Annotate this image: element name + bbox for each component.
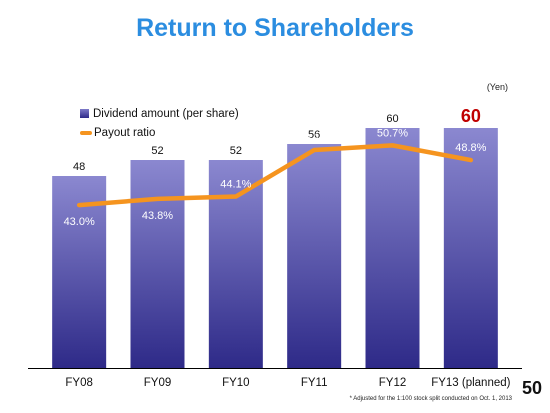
x-tick-label: FY10 bbox=[222, 377, 250, 389]
payout-ratio-label: 50.7% bbox=[377, 127, 408, 139]
footnote: * Adjusted for the 1:100 stock split con… bbox=[349, 396, 512, 402]
bar-fy13-planned- bbox=[443, 128, 498, 368]
bar-fy09 bbox=[130, 160, 185, 368]
legend-label-dividend: Dividend amount (per share) bbox=[93, 107, 239, 120]
bar-fy11 bbox=[287, 144, 342, 368]
legend-label-payout: Payout ratio bbox=[94, 126, 156, 139]
payout-ratio-label: 43.8% bbox=[142, 210, 173, 222]
bar-value-label: 60 bbox=[461, 106, 481, 126]
bar-value-label: 56 bbox=[308, 129, 320, 141]
x-tick-label: FY12 bbox=[379, 377, 407, 389]
legend-line-swatch bbox=[80, 130, 92, 135]
unit-label: (Yen) bbox=[486, 82, 508, 92]
legend-item-dividend: Dividend amount (per share) bbox=[80, 104, 239, 123]
payout-ratio-label: 50.1% bbox=[299, 132, 330, 144]
legend-item-payout: Payout ratio bbox=[80, 123, 239, 142]
x-tick-label: FY11 bbox=[301, 377, 328, 389]
bar-fy08 bbox=[52, 176, 107, 368]
bar-value-label: 48 bbox=[73, 161, 85, 173]
bar-value-label: 60 bbox=[386, 113, 398, 125]
chart-title: Return to Shareholders bbox=[136, 14, 414, 42]
legend: Dividend amount (per share) Payout ratio bbox=[80, 104, 239, 142]
x-tick-label: FY13 (planned) bbox=[431, 377, 510, 389]
bar-fy12 bbox=[365, 128, 420, 368]
x-tick-label: FY08 bbox=[65, 377, 93, 389]
x-tick-label: FY09 bbox=[144, 377, 172, 389]
bar-value-label: 52 bbox=[151, 145, 163, 157]
bar-fy10 bbox=[208, 160, 263, 368]
payout-ratio-label: 48.8% bbox=[455, 142, 486, 154]
legend-bar-swatch bbox=[80, 109, 89, 118]
payout-ratio-line bbox=[76, 143, 474, 208]
page-number: 50 bbox=[521, 378, 542, 398]
payout-ratio-label: 43.0% bbox=[64, 216, 95, 228]
bar-value-label: 52 bbox=[230, 145, 242, 157]
payout-ratio-label: 44.1% bbox=[220, 179, 251, 191]
